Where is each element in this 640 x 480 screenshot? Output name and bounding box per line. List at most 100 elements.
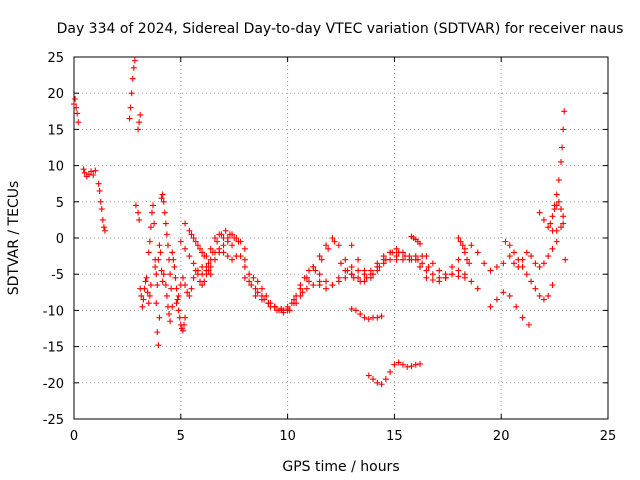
series-seg-l: [169, 249, 189, 334]
data-point: [144, 289, 151, 296]
data-point: [352, 307, 359, 314]
data-point: [97, 198, 104, 205]
data-point: [363, 274, 370, 281]
data-point: [316, 253, 323, 260]
data-point: [127, 104, 134, 111]
data-point: [174, 296, 181, 303]
data-point: [417, 240, 424, 247]
data-point: [160, 198, 167, 205]
series-seg-ak: [547, 108, 568, 227]
data-point: [241, 274, 248, 281]
data-point: [457, 238, 464, 245]
data-point: [423, 253, 430, 260]
data-point: [365, 372, 372, 379]
data-point: [147, 224, 154, 231]
data-point: [545, 292, 552, 299]
data-point: [229, 256, 236, 263]
data-point: [553, 202, 560, 209]
data-point: [211, 235, 218, 241]
data-point: [154, 282, 161, 289]
data-point: [305, 267, 312, 274]
data-point: [540, 260, 547, 267]
tick-labels: 0 5 10 15 20 25 -25 -20 -15 -10 -5 0 5 10 15 20 25: [43, 51, 617, 444]
data-point: [280, 309, 287, 316]
x-tick-label: 10: [279, 429, 296, 444]
data-point: [265, 300, 272, 307]
data-point: [173, 300, 180, 307]
data-point: [387, 249, 394, 256]
data-point: [248, 282, 255, 289]
data-point: [80, 166, 87, 173]
series-seg-e: [135, 111, 144, 133]
data-point: [540, 216, 547, 223]
data-point: [190, 235, 197, 241]
y-tick-label: -25: [43, 413, 64, 428]
data-point: [139, 303, 146, 310]
data-point: [335, 274, 342, 281]
data-point: [297, 285, 304, 292]
data-point: [455, 273, 462, 280]
data-point: [429, 276, 436, 283]
data-point: [536, 209, 543, 216]
data-point: [162, 220, 169, 227]
data-point: [560, 126, 567, 133]
series-seg-y: [348, 242, 432, 278]
data-point: [393, 245, 400, 252]
data-point: [323, 278, 330, 285]
data-point: [190, 260, 197, 267]
data-point: [137, 111, 144, 118]
data-point: [143, 274, 150, 281]
data-point: [367, 271, 374, 278]
data-point: [241, 256, 248, 263]
data-point: [164, 303, 171, 310]
data-point: [419, 260, 426, 267]
data-point: [258, 296, 265, 303]
x-tick-label: 15: [386, 429, 403, 444]
data-point: [170, 256, 177, 263]
data-point: [466, 260, 473, 267]
data-point: [194, 267, 201, 274]
data-point: [474, 285, 481, 292]
data-point: [561, 108, 568, 115]
series-seg-a: [71, 95, 82, 126]
data-point: [558, 224, 565, 231]
data-point: [370, 376, 377, 383]
data-point: [455, 235, 462, 241]
data-point: [560, 220, 567, 227]
data-point: [201, 253, 208, 260]
data-point: [214, 238, 221, 245]
data-point: [406, 253, 413, 260]
data-point: [179, 327, 186, 334]
data-point: [182, 314, 189, 321]
data-point: [515, 263, 522, 270]
data-point: [169, 249, 176, 256]
data-point: [342, 256, 349, 263]
data-point: [549, 213, 556, 220]
data-point: [161, 209, 168, 216]
data-point: [506, 292, 513, 299]
data-point: [449, 263, 456, 270]
data-point: [254, 289, 261, 296]
data-point: [166, 311, 173, 318]
data-point: [209, 249, 216, 256]
data-point: [135, 209, 142, 216]
data-point: [188, 285, 195, 292]
data-point: [355, 256, 362, 263]
data-point: [229, 231, 236, 238]
data-point: [532, 285, 539, 292]
data-point: [237, 238, 244, 245]
data-point: [511, 249, 518, 256]
series-seg-i: [152, 242, 167, 289]
data-point: [455, 267, 462, 274]
data-point: [194, 242, 201, 249]
series-seg-k: [162, 282, 174, 325]
data-point: [348, 242, 355, 249]
data-point: [229, 242, 236, 249]
data-point: [348, 263, 355, 270]
data-point: [132, 202, 139, 209]
data-point: [181, 321, 188, 328]
data-point: [464, 256, 471, 263]
data-point: [172, 274, 179, 281]
series-seg-c: [95, 180, 108, 234]
data-point: [160, 271, 167, 278]
